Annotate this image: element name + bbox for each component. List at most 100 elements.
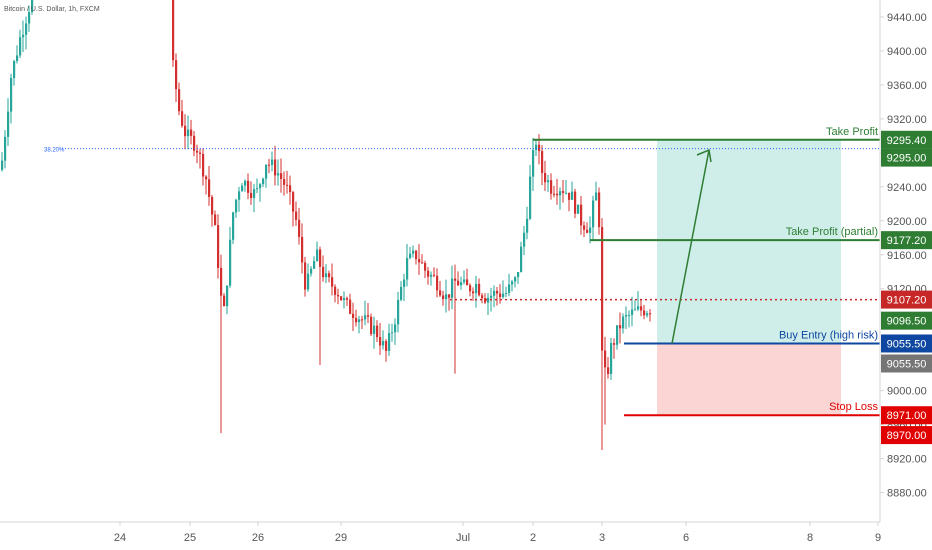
candle-body [496,290,499,294]
candle-body [490,295,493,298]
candle-body [646,313,649,316]
candle-body [445,294,448,300]
candle-body [460,282,463,286]
candle-body [226,285,229,307]
candle-body [610,343,613,375]
candle-body [322,266,325,278]
candle-body [25,23,28,35]
candle-body [628,314,631,316]
candle-body [502,293,505,298]
price-tag-value: 9295.40 [887,135,927,147]
candle-body [352,313,355,318]
candle-body [178,89,181,112]
candle-body [565,192,568,194]
candle-body [559,191,562,196]
stop-loss-label: Stop Loss [829,401,878,413]
candle-body [268,164,271,166]
candle-body [319,249,322,267]
candle-body [367,315,370,317]
candle-body [589,227,592,233]
y-tick-label: 9440.00 [887,12,927,24]
candle-body [481,295,484,299]
arrow-shaft [671,149,710,344]
candle-body [19,37,22,56]
candle-body [388,333,391,351]
candle-body [418,259,421,263]
projection-arrow[interactable] [671,148,712,344]
candle-body [508,284,511,294]
candle-body [193,135,196,151]
candle-body [448,294,451,298]
y-tick-label: 9320.00 [887,114,927,126]
y-tick-label: 9000.00 [887,386,927,398]
stop-zone [657,343,841,416]
candle-body [298,219,301,237]
candle-body [400,286,403,300]
candle-body [277,173,280,176]
candle-body [31,0,34,13]
candle-body [514,277,517,282]
candle-body [580,204,583,226]
candle-body [526,218,529,233]
x-tick-label: 6 [683,532,689,544]
candle-body [622,316,625,329]
candle-body [511,281,514,285]
candle-body [199,152,202,154]
candle-body [523,232,526,247]
candle-body [346,298,349,300]
candle-body [601,227,604,351]
candle-body [334,286,337,295]
target-zone [657,139,841,344]
price-tag-value: 9055.50 [887,338,927,350]
candle-body [205,176,208,180]
price-tag-value: 9177.20 [887,235,927,247]
take-profit-label: Take Profit [826,126,878,138]
price-tag-value: 8970.00 [887,430,927,442]
candle-body [631,309,634,315]
candle-body [328,273,331,278]
y-tick-label: 9200.00 [887,216,927,228]
candle-body [241,185,244,192]
candle-body [376,325,379,338]
candle-body [343,298,346,301]
candle-body [271,159,274,165]
candle-body [313,261,316,269]
price-tag [881,290,932,309]
candle-body [364,315,367,320]
x-axis[interactable]: 24 25 26 29 Jul 2 3 6 8 9 [114,522,881,544]
candle-body [373,325,376,334]
candle-body [520,246,523,273]
candle-body [262,178,265,185]
candle-body [361,319,364,321]
candle-body [409,253,412,259]
candle-body [229,239,232,286]
price-tag-value: 9096.50 [887,316,927,328]
candle-body [562,191,565,193]
candle-body [595,192,598,201]
candle-body [637,306,640,310]
candle-body [307,273,310,290]
x-tick-label: 2 [530,532,536,544]
candle-body [217,225,220,268]
candle-body [535,144,538,151]
candle-body [211,196,214,215]
candle-body [544,172,547,183]
candle-body [301,236,304,263]
candle-body [187,129,190,137]
candle-body [358,319,361,323]
price-tags: 9295.40 9295.00 9177.20 9107.20 9096.50 9055.… [881,130,932,445]
y-axis[interactable]: 9440.009400.009360.009320.009280.009240.… [880,12,927,500]
candle-body [295,211,298,220]
price-tag [881,148,932,167]
candle-body [379,337,382,346]
candle-body [247,180,250,193]
candle-body [649,313,652,315]
candle-body [214,214,217,226]
candle-body [385,341,388,351]
candle-body [13,61,16,78]
x-tick-label: 3 [599,532,605,544]
arrow-head-icon [696,148,712,163]
candle-body [616,325,619,345]
